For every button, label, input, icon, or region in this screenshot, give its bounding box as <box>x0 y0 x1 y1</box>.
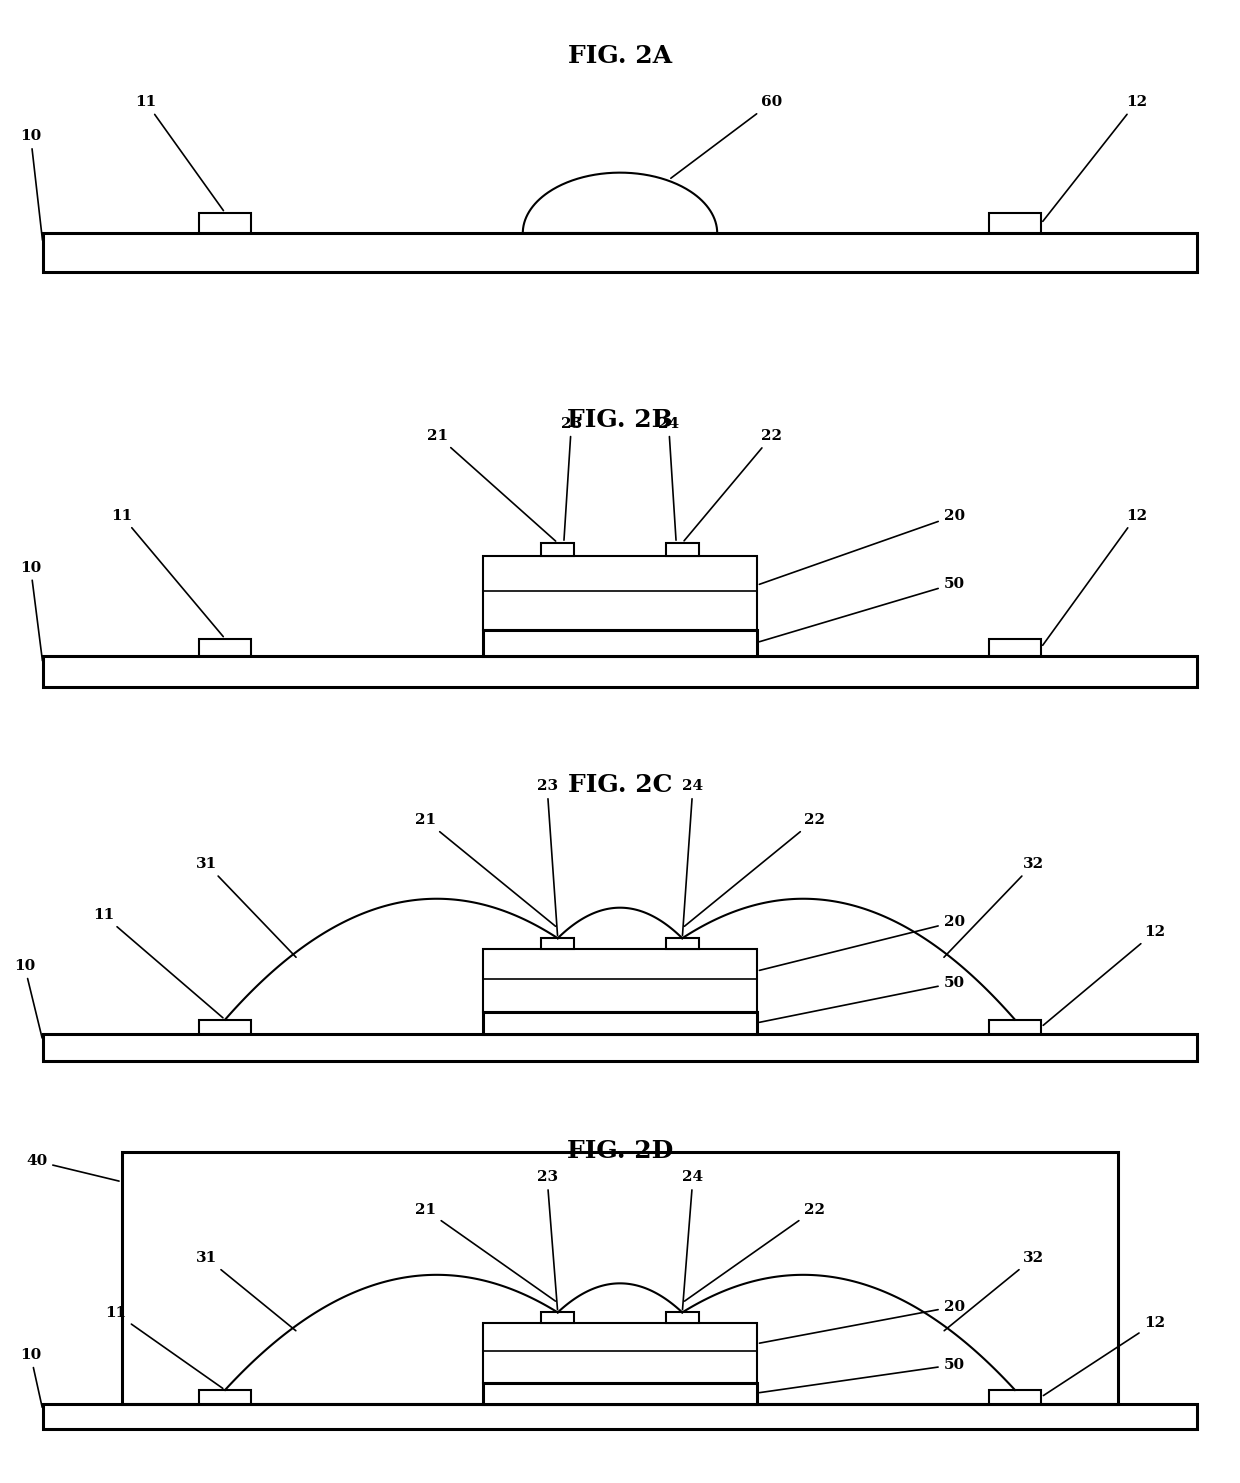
Text: 12: 12 <box>1043 925 1166 1025</box>
Bar <box>666 939 699 949</box>
Text: 11: 11 <box>112 509 223 636</box>
Text: 12: 12 <box>1043 95 1147 221</box>
Bar <box>990 214 1040 233</box>
Bar <box>484 1382 756 1403</box>
Bar <box>541 1312 574 1323</box>
Bar <box>200 1390 250 1403</box>
Text: 11: 11 <box>105 1307 223 1388</box>
Text: 24: 24 <box>682 779 703 936</box>
Text: FIG. 2C: FIG. 2C <box>568 773 672 796</box>
Text: FIG. 2D: FIG. 2D <box>567 1139 673 1163</box>
Text: 20: 20 <box>759 915 965 970</box>
Bar <box>42 233 1197 271</box>
Bar <box>990 639 1040 655</box>
Text: 32: 32 <box>944 857 1044 957</box>
Text: 31: 31 <box>196 1252 296 1330</box>
Bar <box>200 214 250 233</box>
Text: 10: 10 <box>20 561 42 661</box>
Text: 20: 20 <box>759 1299 965 1344</box>
Bar <box>541 939 574 949</box>
Text: 50: 50 <box>759 976 965 1022</box>
Text: 12: 12 <box>1043 509 1147 645</box>
Bar <box>200 639 250 655</box>
Text: 10: 10 <box>20 1348 42 1407</box>
Text: 20: 20 <box>759 509 965 584</box>
Text: 12: 12 <box>1043 1315 1166 1396</box>
Text: 11: 11 <box>93 908 223 1017</box>
Text: 22: 22 <box>684 1203 825 1301</box>
Bar <box>990 1020 1040 1034</box>
Text: 21: 21 <box>415 1203 556 1301</box>
Text: 21: 21 <box>427 429 556 541</box>
Text: 24: 24 <box>658 417 680 540</box>
Text: 31: 31 <box>196 857 296 957</box>
Text: FIG. 2A: FIG. 2A <box>568 44 672 68</box>
Text: 60: 60 <box>671 95 782 178</box>
Bar <box>484 1323 756 1382</box>
Bar <box>42 655 1197 688</box>
Bar <box>42 1403 1197 1430</box>
Text: 22: 22 <box>684 429 782 541</box>
Bar <box>122 1151 1118 1403</box>
Bar <box>484 1011 756 1034</box>
Bar <box>484 630 756 655</box>
Bar <box>541 543 574 556</box>
Bar <box>666 543 699 556</box>
Text: 32: 32 <box>944 1252 1044 1330</box>
Text: FIG. 2B: FIG. 2B <box>567 408 673 432</box>
Text: 23: 23 <box>560 417 582 540</box>
Text: 10: 10 <box>14 960 42 1038</box>
Text: 11: 11 <box>135 95 223 211</box>
Bar <box>42 1034 1197 1060</box>
Text: 10: 10 <box>20 129 42 240</box>
Bar <box>200 1020 250 1034</box>
Bar <box>484 949 756 1011</box>
Text: 23: 23 <box>537 1170 558 1309</box>
Bar <box>484 556 756 630</box>
Text: 21: 21 <box>415 813 556 927</box>
Text: 23: 23 <box>537 779 558 936</box>
Bar <box>666 1312 699 1323</box>
Text: 50: 50 <box>759 577 965 642</box>
Text: 24: 24 <box>682 1170 703 1309</box>
Text: 40: 40 <box>26 1154 119 1180</box>
Text: 50: 50 <box>759 1358 965 1393</box>
Text: 22: 22 <box>684 813 825 927</box>
Bar <box>990 1390 1040 1403</box>
